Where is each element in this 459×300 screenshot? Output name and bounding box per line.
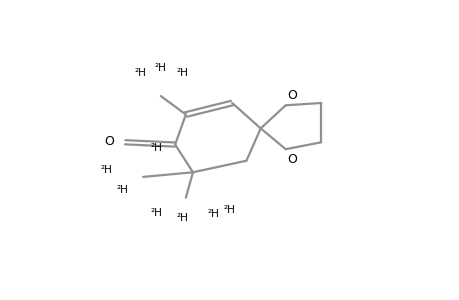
Text: O: O	[287, 153, 297, 166]
Text: ²H: ²H	[151, 208, 162, 218]
Text: ²H: ²H	[223, 205, 235, 214]
Text: ²H: ²H	[177, 68, 188, 78]
Text: O: O	[287, 89, 297, 102]
Text: O: O	[105, 135, 114, 148]
Text: ²H: ²H	[207, 209, 218, 219]
Text: ²H: ²H	[117, 185, 129, 195]
Text: ²H: ²H	[101, 165, 112, 176]
Text: ²H: ²H	[151, 143, 162, 153]
Text: ²H: ²H	[176, 213, 188, 223]
Text: ²H: ²H	[155, 63, 167, 73]
Text: ²H: ²H	[134, 68, 146, 78]
